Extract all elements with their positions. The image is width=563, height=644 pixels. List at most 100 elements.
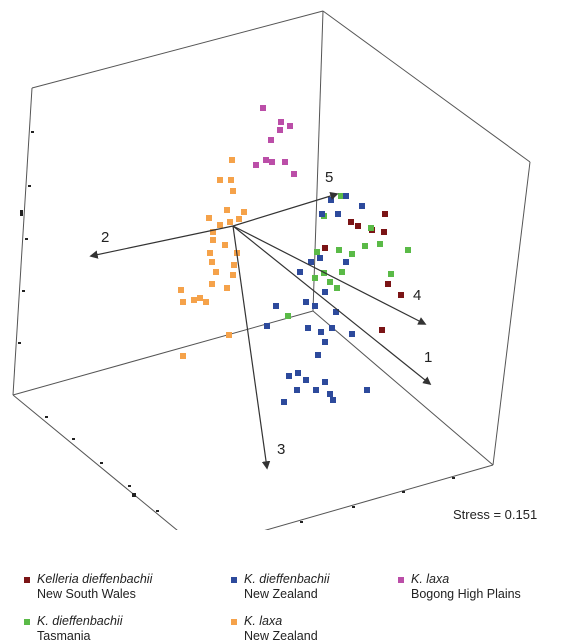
data-point bbox=[313, 387, 319, 393]
data-points bbox=[178, 105, 411, 405]
data-point bbox=[343, 193, 349, 199]
vector-5-arrow bbox=[232, 191, 339, 227]
data-point bbox=[294, 387, 300, 393]
data-point bbox=[273, 303, 279, 309]
legend-species: Kelleria dieffenbachii bbox=[37, 572, 153, 586]
legend-location: New South Wales bbox=[37, 587, 136, 601]
legend-swatch bbox=[24, 619, 30, 625]
tick bbox=[18, 342, 21, 344]
legend-species: K. dieffenbachii bbox=[37, 614, 123, 628]
vector-4-arrow bbox=[232, 225, 427, 325]
data-point bbox=[210, 237, 216, 243]
data-point bbox=[398, 292, 404, 298]
data-point bbox=[379, 327, 385, 333]
data-point bbox=[231, 262, 237, 268]
data-point bbox=[335, 211, 341, 217]
data-point bbox=[228, 177, 234, 183]
tick bbox=[28, 185, 31, 187]
legend-species: K. dieffenbachii bbox=[244, 572, 330, 586]
tick bbox=[402, 491, 405, 493]
data-point bbox=[303, 299, 309, 305]
data-point bbox=[180, 353, 186, 359]
data-point bbox=[317, 255, 323, 261]
ordination-plot: 1 2 3 4 5 Stress = 0.151 bbox=[12, 10, 537, 530]
data-point bbox=[312, 303, 318, 309]
data-point bbox=[191, 297, 197, 303]
data-point bbox=[217, 222, 223, 228]
data-point bbox=[322, 245, 328, 251]
data-point bbox=[203, 299, 209, 305]
data-point bbox=[305, 325, 311, 331]
data-point bbox=[364, 387, 370, 393]
data-point bbox=[388, 271, 394, 277]
data-point bbox=[180, 299, 186, 305]
data-point bbox=[210, 229, 216, 235]
tick bbox=[132, 493, 136, 497]
data-point bbox=[385, 281, 391, 287]
stress-label: Stress = 0.151 bbox=[453, 507, 537, 522]
box-edge bbox=[12, 310, 314, 396]
data-point bbox=[282, 159, 288, 165]
tick bbox=[72, 438, 75, 440]
data-point bbox=[263, 157, 269, 163]
box-ticks bbox=[18, 131, 455, 523]
tick bbox=[452, 477, 455, 479]
data-point bbox=[222, 242, 228, 248]
data-point bbox=[197, 295, 203, 301]
tick bbox=[300, 521, 303, 523]
data-point bbox=[230, 272, 236, 278]
box-edge bbox=[312, 10, 324, 312]
box-edge bbox=[312, 310, 494, 466]
data-point bbox=[217, 177, 223, 183]
box-edge bbox=[12, 87, 33, 396]
data-point bbox=[330, 397, 336, 403]
data-point bbox=[336, 247, 342, 253]
data-point bbox=[253, 162, 259, 168]
data-point bbox=[226, 332, 232, 338]
biplot-vectors: 1 2 3 4 5 bbox=[89, 169, 432, 470]
legend-item-kelleria-nsw: Kelleria dieffenbachii New South Wales bbox=[24, 572, 153, 602]
bounding-box bbox=[12, 10, 531, 530]
data-point bbox=[287, 123, 293, 129]
data-point bbox=[314, 249, 320, 255]
data-point bbox=[329, 325, 335, 331]
tick bbox=[31, 131, 34, 133]
data-point bbox=[339, 269, 345, 275]
data-point bbox=[230, 188, 236, 194]
data-point bbox=[322, 379, 328, 385]
tick bbox=[25, 238, 28, 240]
data-point bbox=[303, 377, 309, 383]
legend-location: Bogong High Plains bbox=[411, 587, 521, 601]
data-point bbox=[295, 370, 301, 376]
data-point bbox=[268, 137, 274, 143]
data-point bbox=[178, 287, 184, 293]
tick bbox=[45, 416, 48, 418]
data-point bbox=[368, 225, 374, 231]
data-point bbox=[318, 329, 324, 335]
data-point bbox=[207, 250, 213, 256]
data-point bbox=[224, 285, 230, 291]
tick bbox=[20, 210, 23, 216]
data-point bbox=[349, 331, 355, 337]
data-point bbox=[319, 211, 325, 217]
vector-2-label: 2 bbox=[101, 229, 109, 246]
data-point bbox=[209, 259, 215, 265]
box-edge bbox=[322, 10, 531, 163]
data-point bbox=[281, 399, 287, 405]
legend-item-dieffenbachii-tas: K. dieffenbachii Tasmania bbox=[24, 614, 123, 644]
box-edge bbox=[12, 394, 178, 530]
tick bbox=[128, 485, 131, 487]
vector-3-arrow bbox=[232, 225, 271, 470]
data-point bbox=[286, 373, 292, 379]
vector-4-label: 4 bbox=[413, 287, 421, 304]
data-point bbox=[322, 289, 328, 295]
data-point bbox=[362, 243, 368, 249]
data-point bbox=[327, 279, 333, 285]
data-point bbox=[359, 203, 365, 209]
data-point bbox=[382, 211, 388, 217]
legend-species: K. laxa bbox=[244, 614, 283, 628]
data-point bbox=[328, 197, 334, 203]
data-point bbox=[315, 352, 321, 358]
data-point bbox=[297, 269, 303, 275]
data-point bbox=[322, 339, 328, 345]
